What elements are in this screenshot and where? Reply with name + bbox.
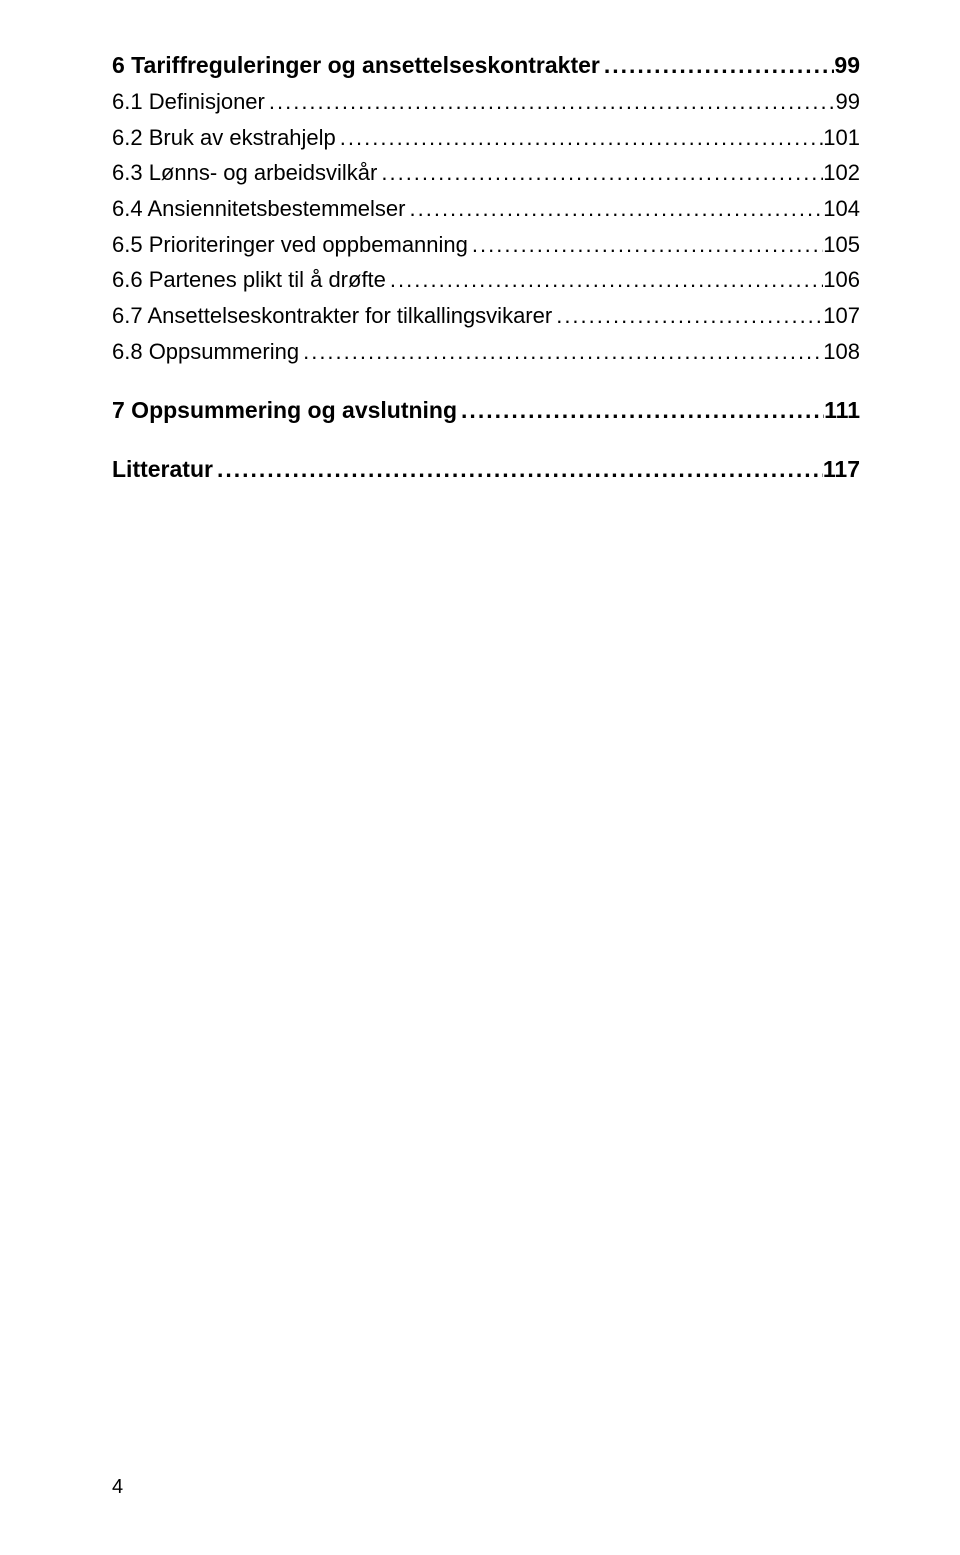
toc-entry: 6.2 Bruk av ekstrahjelp.................… [112,123,860,153]
toc-entry-page: 117 [823,454,860,485]
toc-leader-dots: ........................................… [552,301,823,331]
toc-entry: 6.4 Ansiennitetsbestemmelser............… [112,194,860,224]
toc-entry-label: 6 Tariffreguleringer og ansettelseskontr… [112,50,600,81]
toc-entry: 6.1 Definisjoner........................… [112,87,860,117]
toc-entry-label: 6.4 Ansiennitetsbestemmelser [112,194,406,224]
toc-entry-label: 6.7 Ansettelseskontrakter for tilkalling… [112,301,552,331]
toc-entry-page: 99 [836,87,860,117]
toc-entry-label: 6.6 Partenes plikt til å drøfte [112,265,386,295]
toc-entry-page: 106 [823,265,860,295]
toc-leader-dots: ........................................… [213,454,823,485]
toc-leader-dots: ........................................… [600,50,835,81]
toc-leader-dots: ........................................… [299,337,823,367]
toc-entry: 6 Tariffreguleringer og ansettelseskontr… [112,50,860,81]
table-of-contents: 6 Tariffreguleringer og ansettelseskontr… [112,50,860,485]
toc-entry: 6.5 Prioriteringer ved oppbemanning.....… [112,230,860,260]
toc-entry-label: 7 Oppsummering og avslutning [112,395,457,426]
page-number: 4 [112,1476,123,1499]
toc-entry-label: Litteratur [112,454,213,485]
toc-entry: 7 Oppsummering og avslutning............… [112,395,860,426]
toc-entry-page: 108 [823,337,860,367]
toc-entry: 6.6 Partenes plikt til å drøfte.........… [112,265,860,295]
toc-entry: 6.7 Ansettelseskontrakter for tilkalling… [112,301,860,331]
toc-entry: 6.3 Lønns- og arbeidsvilkår.............… [112,158,860,188]
toc-entry-label: 6.5 Prioriteringer ved oppbemanning [112,230,468,260]
toc-entry-page: 104 [823,194,860,224]
toc-leader-dots: ........................................… [386,265,823,295]
toc-entry-page: 102 [823,158,860,188]
toc-entry-label: 6.1 Definisjoner [112,87,265,117]
toc-leader-dots: ........................................… [336,123,824,153]
toc-entry-page: 107 [823,301,860,331]
toc-entry-label: 6.2 Bruk av ekstrahjelp [112,123,336,153]
toc-leader-dots: ........................................… [468,230,823,260]
toc-leader-dots: ........................................… [377,158,823,188]
toc-entry: 6.8 Oppsummering........................… [112,337,860,367]
toc-entry-label: 6.3 Lønns- og arbeidsvilkår [112,158,377,188]
toc-leader-dots: ........................................… [457,395,824,426]
toc-entry-label: 6.8 Oppsummering [112,337,299,367]
toc-leader-dots: ........................................… [265,87,836,117]
toc-entry-page: 101 [823,123,860,153]
toc-entry-page: 111 [824,395,860,426]
toc-entry: Litteratur..............................… [112,454,860,485]
toc-leader-dots: ........................................… [406,194,824,224]
toc-entry-page: 105 [823,230,860,260]
page-content: 6 Tariffreguleringer og ansettelseskontr… [0,0,960,485]
toc-entry-page: 99 [834,50,860,81]
